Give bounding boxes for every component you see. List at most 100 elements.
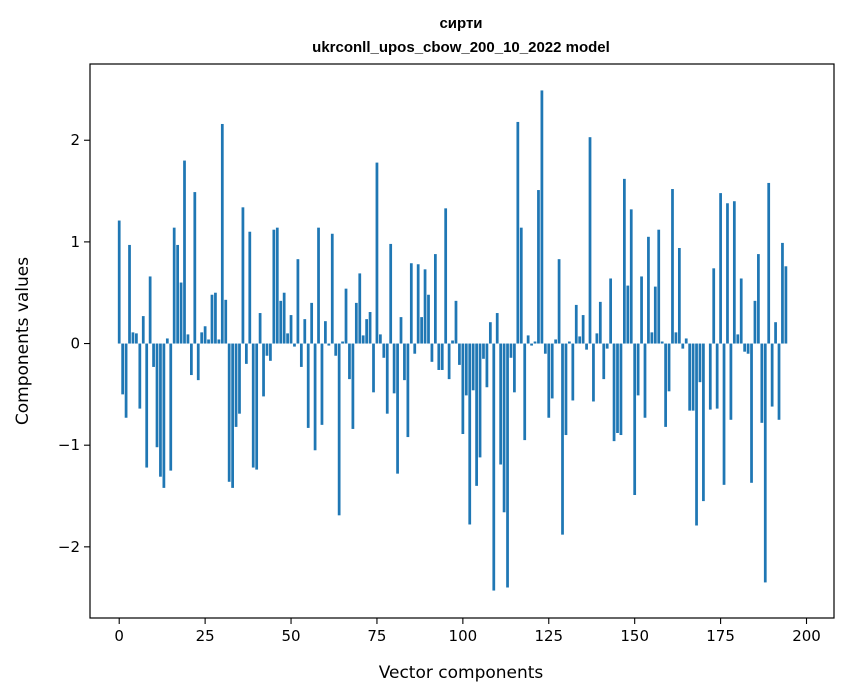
bar [537,190,540,344]
bar [303,319,307,344]
y-tick-label: 1 [70,233,80,251]
chart-title-line1: сирти [439,15,482,32]
bar [451,340,454,344]
bar [513,343,516,393]
bar [351,343,355,429]
bar [554,339,558,344]
plot-frame [89,63,835,619]
bar [416,264,420,344]
bar [454,300,458,344]
bar [767,182,771,344]
x-tick-label: 100 [449,627,478,645]
bar [653,286,657,344]
x-tick-label: 25 [196,627,215,645]
bar [499,343,503,465]
bar [248,231,252,344]
bar [719,193,722,344]
bar [595,333,599,344]
bar [354,302,358,344]
bar [695,343,698,526]
bar [420,317,423,344]
bar [262,343,265,397]
bar [492,343,496,591]
bar [430,343,434,362]
bar [688,343,692,411]
bar [128,244,131,344]
x-tick-label: 175 [706,627,735,645]
bar [162,343,166,488]
bar [461,343,465,435]
bar [437,343,441,370]
bar [657,229,661,344]
bar [609,278,613,344]
bar [423,269,427,344]
bar [186,334,190,344]
bar [681,343,685,349]
bar [550,343,554,399]
x-tick-label: 0 [114,627,124,645]
x-tick-label: 50 [281,627,300,645]
bar [509,343,513,358]
bar [543,343,547,354]
bar [592,343,595,402]
bar [547,343,551,418]
bar [581,315,585,344]
bar [214,292,217,344]
bar [317,227,320,344]
bar [169,343,173,471]
bar [330,233,334,344]
bar [633,343,637,496]
bar [578,336,582,344]
bar [389,243,393,344]
bar [293,343,296,347]
bar [341,341,344,344]
bar [763,343,767,583]
bar [392,343,396,394]
bar [272,229,276,344]
bar [440,343,444,370]
bar [629,209,633,344]
bar [196,343,200,381]
bar [368,312,372,344]
bar [265,343,269,356]
bar [506,343,509,588]
bar [324,321,327,344]
bar [124,343,128,418]
bar [702,343,705,502]
bar [117,220,121,344]
y-tick-label: −1 [58,436,80,454]
bar-series [117,90,788,591]
bar [406,343,410,438]
bar [674,332,678,344]
bar [375,162,379,344]
bar [671,189,674,344]
bar [526,335,530,344]
bar [121,343,125,395]
bar [135,333,138,344]
bar [255,343,259,470]
bar [131,332,135,344]
bar [458,343,461,365]
bar [574,304,578,344]
bar [413,343,417,354]
bar [382,343,386,358]
bar [234,343,238,427]
bar [207,339,210,344]
bar [571,343,575,401]
bar [753,300,757,344]
bar [588,137,592,344]
bar [231,343,234,488]
bar [447,343,451,380]
chart-title-line2: ukrconll_upos_cbow_200_10_2022 model [312,39,610,56]
bar [238,343,241,414]
bar [399,317,403,344]
bar [320,343,324,425]
bar [516,121,520,344]
bar [176,244,180,344]
bar [217,339,221,344]
bar [619,343,623,436]
bar [203,326,207,344]
bar [650,332,654,344]
bar [495,313,499,344]
y-tick-label: 2 [70,131,80,149]
